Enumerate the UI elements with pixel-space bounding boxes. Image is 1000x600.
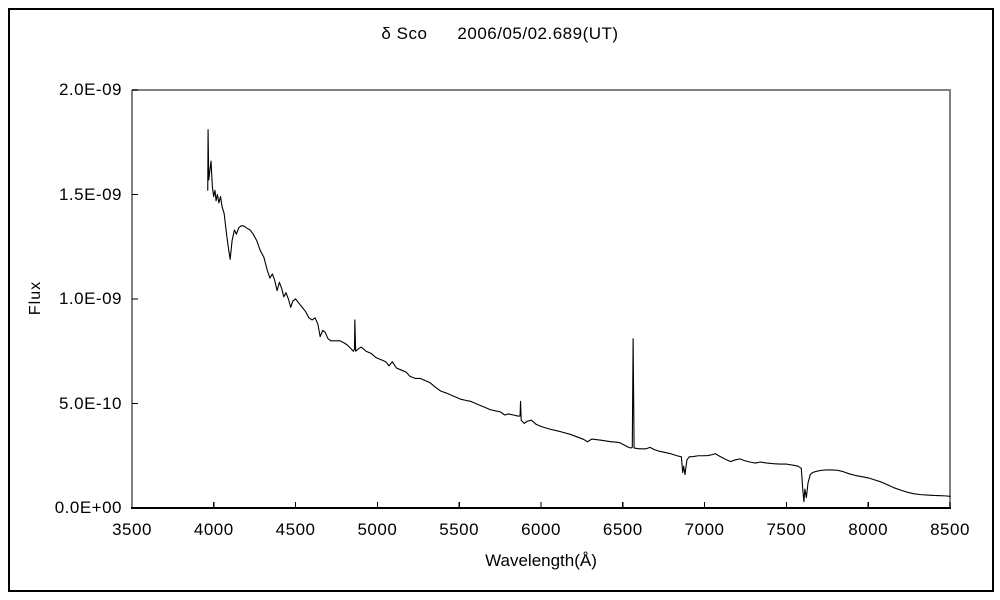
x-tick-label-7000: 7000: [684, 520, 725, 539]
x-tick-label-8500: 8500: [930, 520, 970, 539]
x-tick-label-4500: 4500: [275, 520, 316, 539]
spectrum-curve: [207, 129, 951, 503]
chart-title-object: δ Sco: [381, 24, 428, 43]
y-tick-label-2.0E-09: 2.0E-09: [58, 80, 122, 99]
x-tick-label-8000: 8000: [848, 520, 889, 539]
chart-title: δ Sco 2006/05/02.689(UT): [0, 24, 1000, 44]
chart-title-datetime: 2006/05/02.689(UT): [457, 24, 619, 43]
x-tick-label-7500: 7500: [766, 520, 807, 539]
x-tick-label-5000: 5000: [357, 520, 398, 539]
y-axis-label: Flux: [27, 280, 44, 316]
x-axis-label: Wavelength(Å): [485, 551, 597, 570]
y-tick-label-5.0E-10: 5.0E-10: [58, 393, 122, 413]
x-tick-label-6500: 6500: [602, 520, 643, 539]
x-tick-label-5500: 5500: [439, 520, 480, 539]
y-tick-label-0.0E+00: 0.0E+00: [54, 498, 122, 517]
x-tick-label-3500: 3500: [112, 520, 152, 539]
x-tick-label-4000: 4000: [193, 520, 234, 539]
y-tick-label-1.0E-09: 1.0E-09: [58, 289, 122, 308]
x-tick-label-6000: 6000: [521, 520, 561, 539]
y-tick-label-1.5E-09: 1.5E-09: [58, 184, 122, 204]
